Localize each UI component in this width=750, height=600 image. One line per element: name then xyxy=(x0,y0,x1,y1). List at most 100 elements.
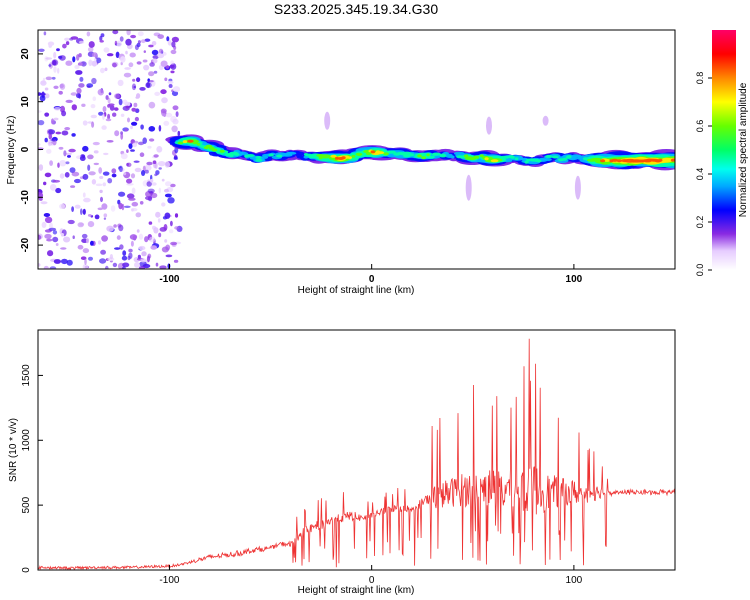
noise-speckle xyxy=(79,76,84,82)
noise-speckle xyxy=(122,262,130,268)
noise-speckle xyxy=(48,133,53,140)
spectrogram-y-label: Frequency (Hz) xyxy=(6,116,17,185)
ridge-blob xyxy=(551,155,559,159)
noise-speckle xyxy=(91,77,97,85)
noise-speckle xyxy=(55,131,62,135)
chart-title: S233.2025.345.19.34.G30 xyxy=(274,1,438,17)
noise-speckle xyxy=(137,31,144,37)
ridge-blob xyxy=(211,148,218,152)
noise-speckle xyxy=(42,77,46,83)
noise-speckle xyxy=(82,173,89,180)
noise-speckle xyxy=(86,238,89,244)
ridge-streak xyxy=(324,111,331,130)
noise-speckle xyxy=(171,125,178,133)
ridge-blob xyxy=(370,150,376,154)
noise-speckle xyxy=(155,262,159,267)
noise-speckle xyxy=(132,78,136,82)
noise-speckle xyxy=(106,140,114,143)
noise-speckle xyxy=(177,130,181,137)
noise-speckle xyxy=(82,145,89,152)
snr-plot-area xyxy=(38,330,675,570)
ridge-blob xyxy=(196,142,201,146)
noise-speckle xyxy=(165,254,173,258)
noise-speckle xyxy=(82,264,89,269)
noise-speckle xyxy=(112,30,119,35)
noise-speckle xyxy=(105,95,109,100)
noise-speckle xyxy=(158,167,162,170)
ridge-blob xyxy=(192,141,198,145)
noise-speckle xyxy=(140,124,144,130)
ridge-blob xyxy=(286,151,297,155)
ridge-blob xyxy=(375,151,385,155)
noise-speckle xyxy=(101,235,108,242)
noise-speckle xyxy=(161,97,168,104)
noise-speckle xyxy=(136,42,141,48)
noise-speckle xyxy=(148,221,153,225)
noise-speckle xyxy=(116,235,121,240)
noise-speckle xyxy=(109,254,113,260)
noise-speckle xyxy=(98,240,101,245)
noise-speckle xyxy=(86,83,94,88)
noise-speckle xyxy=(105,118,112,122)
noise-speckle xyxy=(172,86,181,93)
ridge-blob xyxy=(410,153,415,157)
noise-speckle xyxy=(160,108,167,114)
noise-speckle xyxy=(43,265,49,269)
noise-speckle xyxy=(102,113,105,120)
noise-speckle xyxy=(47,41,55,46)
noise-speckle xyxy=(141,251,147,257)
noise-speckle xyxy=(76,54,80,61)
noise-speckle xyxy=(119,36,124,42)
noise-speckle xyxy=(43,181,47,186)
noise-speckle xyxy=(157,34,164,39)
noise-speckle xyxy=(77,244,84,250)
noise-speckle xyxy=(102,106,107,113)
noise-speckle xyxy=(160,60,168,67)
noise-speckle xyxy=(122,266,126,269)
noise-speckle xyxy=(128,197,136,201)
ridge-blob xyxy=(611,158,619,162)
noise-speckle xyxy=(170,220,173,227)
colorbar-ticks: 0.0 0.2 0.4 0.6 0.8 xyxy=(695,72,712,277)
noise-speckle xyxy=(38,110,42,113)
colorbar-tick-label: 0.0 xyxy=(695,264,705,277)
snr-y-ticks: 0 500 1000 1500 xyxy=(21,364,43,573)
noise-speckle xyxy=(38,164,44,171)
noise-speckle xyxy=(108,92,112,96)
spectrogram-x-tick-label: 0 xyxy=(369,274,375,285)
noise-speckle xyxy=(121,255,128,261)
noise-speckle xyxy=(130,125,133,130)
colorbar: 0.0 0.2 0.4 0.6 0.8 Normalized spectral ampl… xyxy=(695,30,749,276)
noise-speckle xyxy=(67,155,71,158)
noise-speckle xyxy=(173,156,178,160)
noise-speckle xyxy=(51,76,56,80)
noise-speckle xyxy=(43,31,47,36)
noise-speckle xyxy=(126,30,131,36)
noise-speckle xyxy=(60,258,68,265)
snr-y-tick-label: 500 xyxy=(21,496,32,513)
noise-speckle xyxy=(105,265,109,269)
noise-speckle xyxy=(82,120,88,126)
noise-speckle xyxy=(115,51,120,58)
noise-speckle xyxy=(47,250,54,257)
noise-speckle xyxy=(143,50,146,53)
noise-speckle xyxy=(148,101,156,109)
noise-speckle xyxy=(64,37,70,41)
noise-speckle xyxy=(133,102,138,108)
ridge-blob xyxy=(439,154,447,158)
noise-speckle xyxy=(55,243,59,246)
noise-speckle xyxy=(70,185,76,188)
noise-speckle xyxy=(127,117,130,123)
noise-speckle xyxy=(153,227,159,234)
snr-y-tick-label: 1500 xyxy=(21,364,32,387)
noise-speckle xyxy=(38,234,42,240)
noise-speckle xyxy=(159,265,167,269)
noise-speckle xyxy=(87,47,94,52)
noise-speckle xyxy=(71,133,76,137)
noise-speckle xyxy=(109,105,115,111)
ridge-blob xyxy=(255,158,263,162)
noise-speckle xyxy=(164,193,172,198)
snr-panel: -100 0 100 0 500 1000 1500 Height of straight… xyxy=(8,329,676,596)
noise-speckle xyxy=(57,67,60,74)
